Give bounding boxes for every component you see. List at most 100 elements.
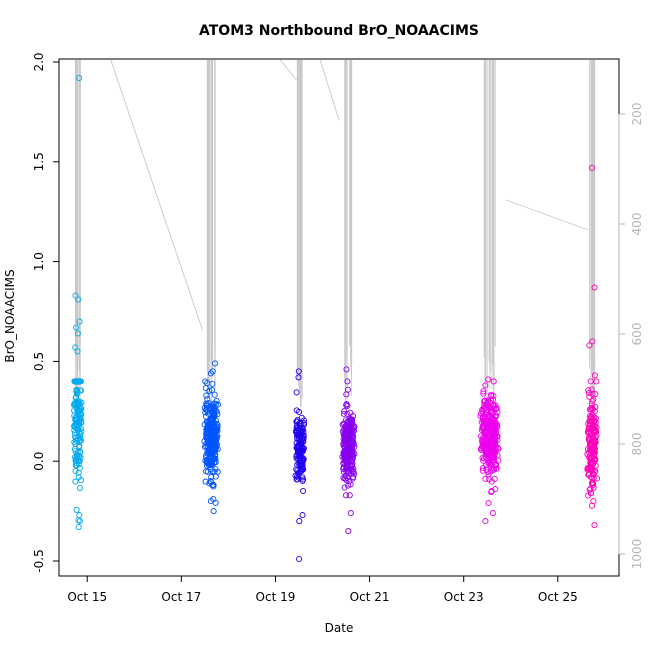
point-flight2-255 xyxy=(204,456,211,463)
point-flight1-extra-5 xyxy=(74,330,81,337)
point-flight4-extra-3 xyxy=(347,510,354,517)
point-flight5-286 xyxy=(480,390,487,397)
point-flight4-extra-2 xyxy=(345,528,352,535)
point-flight2-249 xyxy=(204,468,211,475)
point-flight4-234 xyxy=(347,447,354,454)
point-flight6-140 xyxy=(589,467,596,474)
point-flight3-118 xyxy=(299,454,306,461)
point-flight6-116 xyxy=(593,378,600,385)
point-flight2-246 xyxy=(202,385,209,392)
point-flight2-209 xyxy=(211,409,218,416)
point-flight2-extra-1 xyxy=(209,368,216,375)
point-flight6-129 xyxy=(585,387,592,394)
point-flight3-132 xyxy=(296,438,303,445)
point-flight1-122 xyxy=(76,438,83,445)
point-flight1-extra-1 xyxy=(72,292,79,299)
point-flight2-206 xyxy=(208,405,215,412)
point-flight3-93 xyxy=(300,487,307,495)
point-flight2-114 xyxy=(206,480,213,487)
point-flight1-121 xyxy=(75,399,82,406)
point-flight5-159 xyxy=(481,398,488,405)
point-flight2-extra-2 xyxy=(207,370,214,377)
point-flight2-201 xyxy=(207,416,214,423)
point-flight1-79 xyxy=(76,485,83,492)
point-flight4-226 xyxy=(346,445,353,452)
point-flight5-183 xyxy=(479,467,486,474)
point-flight5-295 xyxy=(482,454,490,461)
y2-tick-label-4: 1000 xyxy=(630,539,644,570)
point-flight5-287 xyxy=(481,418,488,425)
point-flight2-122 xyxy=(214,427,221,434)
y-axis: -0.5 0.0 0.5 1.0 1.5 2.0 xyxy=(32,52,60,573)
point-flight1-36 xyxy=(77,477,85,484)
point-flight1-100 xyxy=(77,387,85,394)
point-flight5-255 xyxy=(491,475,498,482)
point-flight6-135 xyxy=(592,467,599,475)
point-flight4-233 xyxy=(345,424,352,431)
pressure-trace xyxy=(74,59,596,412)
point-flight5-224 xyxy=(491,455,498,462)
point-flight1-46 xyxy=(73,506,80,513)
point-flight1-129 xyxy=(73,378,80,385)
point-flight5-extra-3 xyxy=(482,518,489,525)
point-flight3-extra-1 xyxy=(295,374,302,381)
pressure-connector-0 xyxy=(110,59,203,331)
point-flight1-extra-9 xyxy=(75,524,82,531)
pressure-connector-1 xyxy=(279,59,297,81)
x-tick-label-2: Oct 19 xyxy=(256,590,296,604)
y2-axis: 200 400 600 800 1000 xyxy=(618,103,644,570)
point-flight6-160 xyxy=(586,442,594,449)
point-flight4-236 xyxy=(347,409,354,416)
point-flight5-272 xyxy=(483,466,490,473)
point-flight6-115 xyxy=(587,485,594,492)
point-flight3-139 xyxy=(300,456,307,463)
point-flight5-254 xyxy=(490,465,498,472)
point-flight6-142 xyxy=(586,486,593,493)
x-tick-label-0: Oct 15 xyxy=(67,590,107,604)
point-flight2-250 xyxy=(203,400,210,407)
y-tick-label-4: 1.5 xyxy=(32,152,46,171)
point-flight1-60 xyxy=(72,478,79,485)
point-flight6-148 xyxy=(585,471,593,478)
point-flight6-153 xyxy=(591,441,598,449)
point-flight5-268 xyxy=(482,430,489,437)
point-flight6-157 xyxy=(586,406,593,413)
point-flight6-extra-2 xyxy=(589,338,596,345)
point-flight4-235 xyxy=(343,462,350,470)
data-points xyxy=(70,74,601,563)
point-flight3-60 xyxy=(293,418,300,425)
point-flight1-117 xyxy=(72,416,79,423)
point-flight3-extra-3 xyxy=(296,518,303,525)
point-flight1-70 xyxy=(74,453,81,460)
point-flight3-122 xyxy=(293,453,300,460)
point-flight1-111 xyxy=(73,460,80,467)
point-flight4-237 xyxy=(350,452,357,459)
point-flight4-extra-1 xyxy=(344,378,351,385)
point-flight2-149 xyxy=(202,378,209,385)
point-flight4-219 xyxy=(351,443,358,451)
point-flight2-extra-5 xyxy=(210,496,217,503)
point-flight3-extra-2 xyxy=(299,512,306,519)
point-flight5-261 xyxy=(486,458,493,465)
point-flight3-extra-4 xyxy=(296,555,303,563)
point-flight4-139 xyxy=(340,410,347,417)
point-flight1-127 xyxy=(76,378,83,385)
point-flight4-172 xyxy=(344,402,351,410)
point-flight6-150 xyxy=(586,425,593,432)
point-flight2-236 xyxy=(212,452,219,459)
y2-tick-label-0: 200 xyxy=(630,103,644,126)
point-flight2-189 xyxy=(203,425,210,432)
point-flight6-extra-4 xyxy=(591,372,598,379)
point-flight5-207 xyxy=(493,465,500,472)
x-axis-label: Date xyxy=(325,621,354,635)
point-flight5-257 xyxy=(493,405,500,412)
point-flight5-226 xyxy=(480,405,487,412)
point-flight3-117 xyxy=(298,444,305,451)
point-flight4-201 xyxy=(341,454,348,461)
point-flight3-121 xyxy=(300,419,307,427)
point-flight3-134 xyxy=(299,477,306,484)
point-flight6-extra-0 xyxy=(588,164,596,171)
point-flight2-58 xyxy=(203,392,210,399)
point-flight5-293 xyxy=(490,437,497,444)
